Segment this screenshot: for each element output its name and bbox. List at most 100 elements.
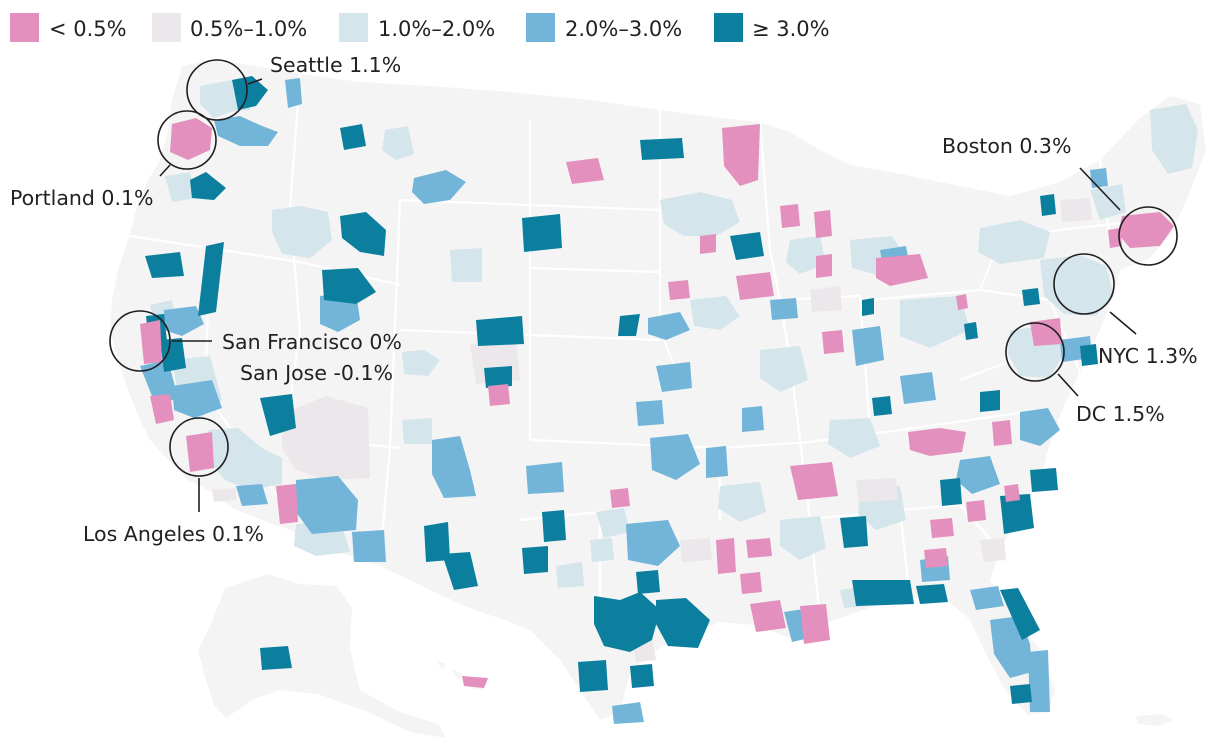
metro-area — [424, 522, 450, 562]
metro-area — [750, 600, 786, 632]
metro-area — [1022, 288, 1040, 306]
metro-area — [740, 572, 762, 594]
metro-area — [476, 316, 524, 346]
metro-area — [172, 380, 222, 418]
metro-area — [722, 124, 760, 186]
metro-area — [916, 584, 948, 604]
legend: < 0.5% 0.5%–1.0% 1.0%–2.0% 2.0%–3.0% ≥ 3… — [10, 13, 830, 42]
los-angeles-callout-circle — [169, 417, 229, 477]
metro-area — [966, 500, 986, 522]
metro-area — [412, 170, 466, 204]
metro-area — [1030, 318, 1062, 346]
metro-area — [852, 326, 884, 366]
metro-area — [1030, 468, 1058, 492]
metro-area — [636, 570, 660, 594]
metro-area — [170, 118, 212, 160]
metro-area — [610, 488, 630, 508]
metro-area — [1040, 194, 1056, 216]
metro-area — [260, 394, 296, 436]
metro-area — [650, 434, 700, 480]
dc-leader-line — [1057, 373, 1079, 397]
metro-area — [706, 446, 728, 478]
metro-area — [402, 418, 432, 444]
metro-area — [980, 538, 1006, 562]
legend-label-lt-0-5: < 0.5% — [49, 17, 127, 41]
legend-swatch-2-0-3-0 — [526, 13, 555, 42]
boston-callout-circle — [1118, 206, 1178, 266]
seattle-leader-line — [247, 78, 263, 85]
metro-area — [214, 116, 278, 146]
portland-label: Portland 0.1% — [10, 186, 154, 210]
metro-area — [862, 298, 874, 316]
metro-area — [1060, 198, 1092, 222]
metro-area — [956, 456, 1000, 494]
metro-area — [800, 604, 830, 644]
metro-area — [1118, 212, 1174, 248]
metro-area — [442, 552, 478, 590]
metro-area — [340, 212, 386, 256]
metro-area — [656, 362, 692, 392]
legend-label-2-0-3-0: 2.0%–3.0% — [565, 17, 682, 41]
metro-area — [716, 538, 736, 574]
nyc-callout-circle — [1053, 253, 1115, 315]
metro-area — [200, 80, 236, 118]
metro-area — [690, 296, 740, 330]
metro-area — [382, 126, 414, 160]
metro-area — [1010, 684, 1032, 704]
metro-area — [1080, 344, 1098, 366]
metro-area — [940, 478, 962, 506]
nyc-label: NYC 1.3% — [1098, 344, 1198, 368]
metro-area — [566, 158, 604, 184]
city-labels: Seattle 1.1% Portland 0.1% San Francisco… — [10, 53, 1198, 546]
metro-area — [285, 78, 302, 108]
metro-area — [618, 314, 640, 336]
metro-area — [822, 330, 844, 354]
portland-leader-line — [159, 164, 171, 177]
metro-area — [780, 516, 826, 560]
callouts — [109, 59, 1178, 512]
metro-area — [810, 286, 842, 312]
metro-area — [522, 214, 562, 252]
metro-area — [402, 350, 440, 376]
metro-area — [556, 562, 584, 588]
metro-area — [970, 586, 1004, 610]
metro-area — [522, 546, 548, 574]
metro-area — [636, 400, 664, 426]
metro-area — [872, 396, 892, 416]
metro-area — [352, 530, 386, 562]
metro-area — [236, 484, 268, 506]
metro-area — [165, 172, 196, 202]
metro-area — [852, 580, 914, 606]
metro-area — [594, 592, 660, 652]
metro-area — [432, 436, 476, 498]
metro-area — [980, 390, 1000, 412]
metro-area — [462, 676, 488, 688]
metro-area — [770, 298, 798, 320]
metro-area — [140, 320, 162, 364]
metro-area — [648, 312, 690, 340]
metro-area — [186, 432, 214, 472]
metro-area — [730, 232, 764, 260]
portland-callout-circle — [157, 110, 217, 170]
legend-label-gte-3-0: ≥ 3.0% — [752, 17, 830, 41]
san-francisco-callout-circle — [109, 310, 171, 372]
metro-area — [198, 242, 224, 316]
metro-area — [1150, 104, 1198, 174]
metro-area — [908, 428, 966, 456]
seattle-callout-circle — [186, 59, 248, 121]
legend-swatch-gte-3-0 — [714, 13, 743, 42]
metro-area — [656, 598, 710, 648]
metro-area — [680, 538, 712, 562]
legend-label-0-5-1-0: 0.5%–1.0% — [190, 17, 307, 41]
metro-area — [212, 488, 236, 502]
metro-area — [992, 420, 1012, 446]
metro-area — [260, 646, 292, 670]
metro-area — [856, 478, 898, 502]
metro-area — [780, 204, 800, 228]
metro-areas-pink — [140, 118, 1174, 688]
metro-area — [160, 338, 186, 372]
boston-label: Boston 0.3% — [942, 134, 1071, 158]
metro-area — [718, 482, 766, 522]
metro-area — [964, 322, 978, 340]
